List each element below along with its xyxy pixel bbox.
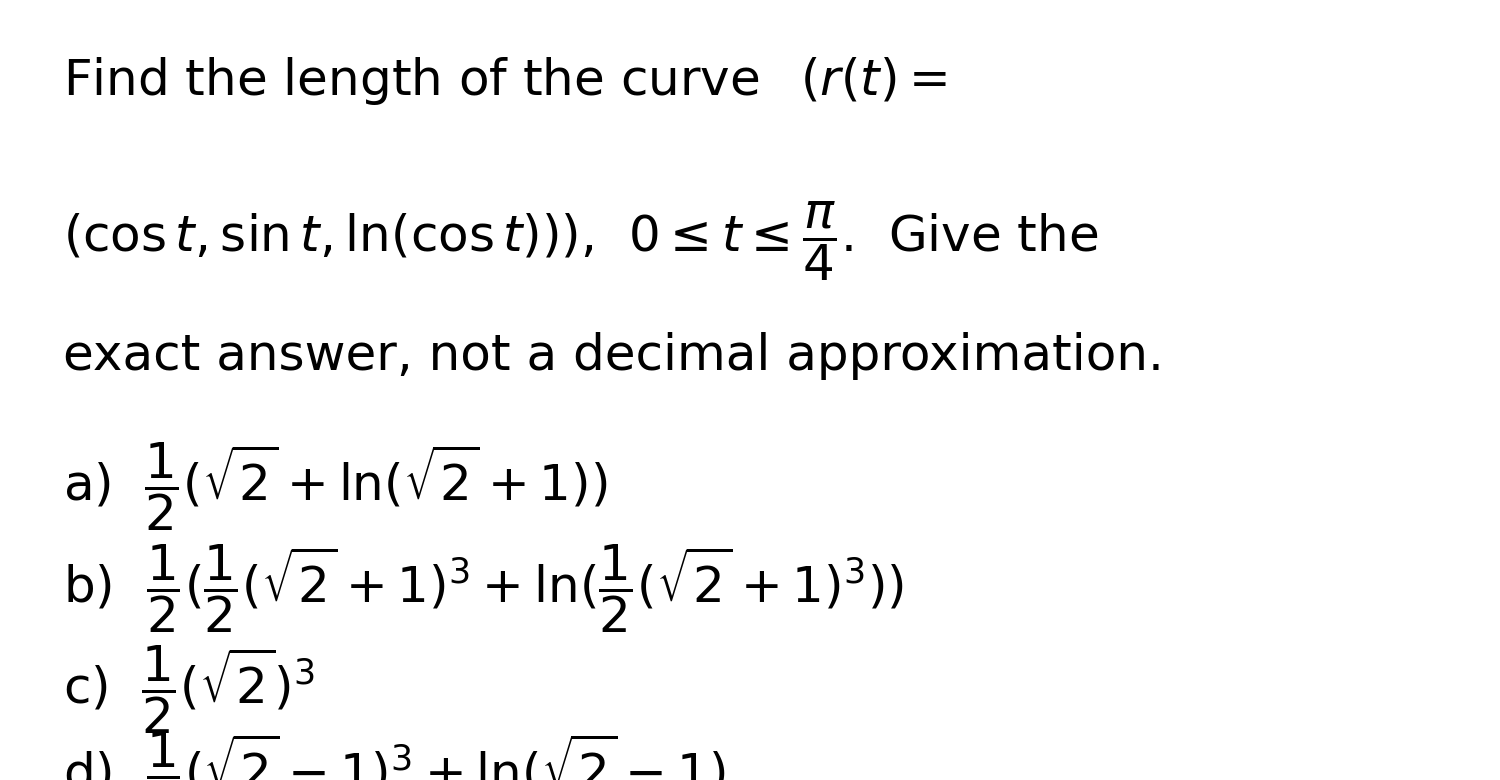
- Text: $(\cos t,\sin t, \ln(\cos t)))$,  $0 \leq t \leq \dfrac{\pi}{4}$.  Give the: $(\cos t,\sin t, \ln(\cos t)))$, $0 \leq…: [63, 199, 1098, 282]
- Text: a)  $\dfrac{1}{2}(\sqrt{2} + \ln(\sqrt{2} + 1))$: a) $\dfrac{1}{2}(\sqrt{2} + \ln(\sqrt{2}…: [63, 441, 608, 534]
- Text: d)  $\dfrac{1}{2}(\sqrt{2} - 1)^3 + \ln(\sqrt{2} - 1)$: d) $\dfrac{1}{2}(\sqrt{2} - 1)^3 + \ln(\…: [63, 729, 726, 780]
- Text: exact answer, not a decimal approximation.: exact answer, not a decimal approximatio…: [63, 332, 1164, 380]
- Text: b)  $\dfrac{1}{2}(\dfrac{1}{2}(\sqrt{2} + 1)^3 + \ln(\dfrac{1}{2}(\sqrt{2} + 1)^: b) $\dfrac{1}{2}(\dfrac{1}{2}(\sqrt{2} +…: [63, 542, 904, 635]
- Text: Find the length of the curve  $\,(r(t) = $: Find the length of the curve $\,(r(t) = …: [63, 55, 946, 107]
- Text: c)  $\dfrac{1}{2}(\sqrt{2})^3$: c) $\dfrac{1}{2}(\sqrt{2})^3$: [63, 644, 315, 736]
